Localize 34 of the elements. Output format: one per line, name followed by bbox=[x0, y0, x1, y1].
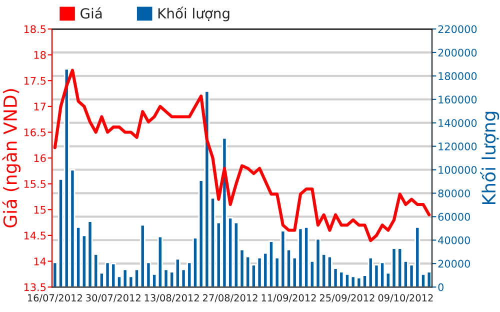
y-tick-label: 16 bbox=[34, 154, 46, 162]
y-tick-label: 17.5 bbox=[24, 76, 46, 85]
y2-tick-label: 120000 bbox=[438, 142, 477, 150]
x-tick-label: 13/08/2012 bbox=[144, 294, 199, 302]
y2-tick-label: 220000 bbox=[438, 25, 477, 34]
y-tick-label: 13.5 bbox=[24, 283, 46, 292]
y-tick-label: 17 bbox=[34, 102, 46, 110]
legend-label: Khối lượng bbox=[158, 6, 230, 22]
y2-tick-label: 160000 bbox=[438, 96, 477, 104]
y2-tick-label: 180000 bbox=[438, 72, 477, 80]
y2-tick-label: 100000 bbox=[438, 166, 477, 174]
y2-tick-label: 140000 bbox=[438, 119, 477, 127]
x-tick-label: 27/08/2012 bbox=[203, 294, 258, 302]
y2-tick-label: 80000 bbox=[438, 189, 470, 198]
y2-tick-label: 20000 bbox=[438, 260, 470, 268]
x-tick-label: 09/10/2012 bbox=[378, 294, 433, 302]
y2-tick-label: 200000 bbox=[438, 48, 477, 57]
x-tick-label: 25/09/2012 bbox=[320, 294, 374, 302]
y-tick-label: 14.5 bbox=[24, 232, 46, 240]
y2-tick-label: 0 bbox=[438, 283, 444, 292]
x-tick-label: 30/07/2012 bbox=[86, 294, 140, 302]
legend-label: Giá bbox=[80, 7, 102, 19]
y-tick-label: 18 bbox=[34, 51, 46, 59]
y2-tick-label: 40000 bbox=[438, 236, 470, 244]
x-tick-label: 11/09/2012 bbox=[262, 294, 316, 302]
x-tick-label: 16/07/2012 bbox=[28, 294, 82, 302]
y2-axis-title: Khối lượng bbox=[480, 112, 500, 204]
y2-tick-label: 60000 bbox=[438, 212, 470, 221]
y-tick-label: 18.5 bbox=[24, 25, 46, 34]
y-tick-label: 14 bbox=[34, 258, 46, 266]
y-axis-title: Giá (ngàn VND) bbox=[2, 89, 20, 228]
y-tick-label: 16.5 bbox=[24, 128, 46, 136]
y-tick-label: 15 bbox=[34, 206, 46, 214]
y-tick-label: 15.5 bbox=[24, 180, 46, 188]
